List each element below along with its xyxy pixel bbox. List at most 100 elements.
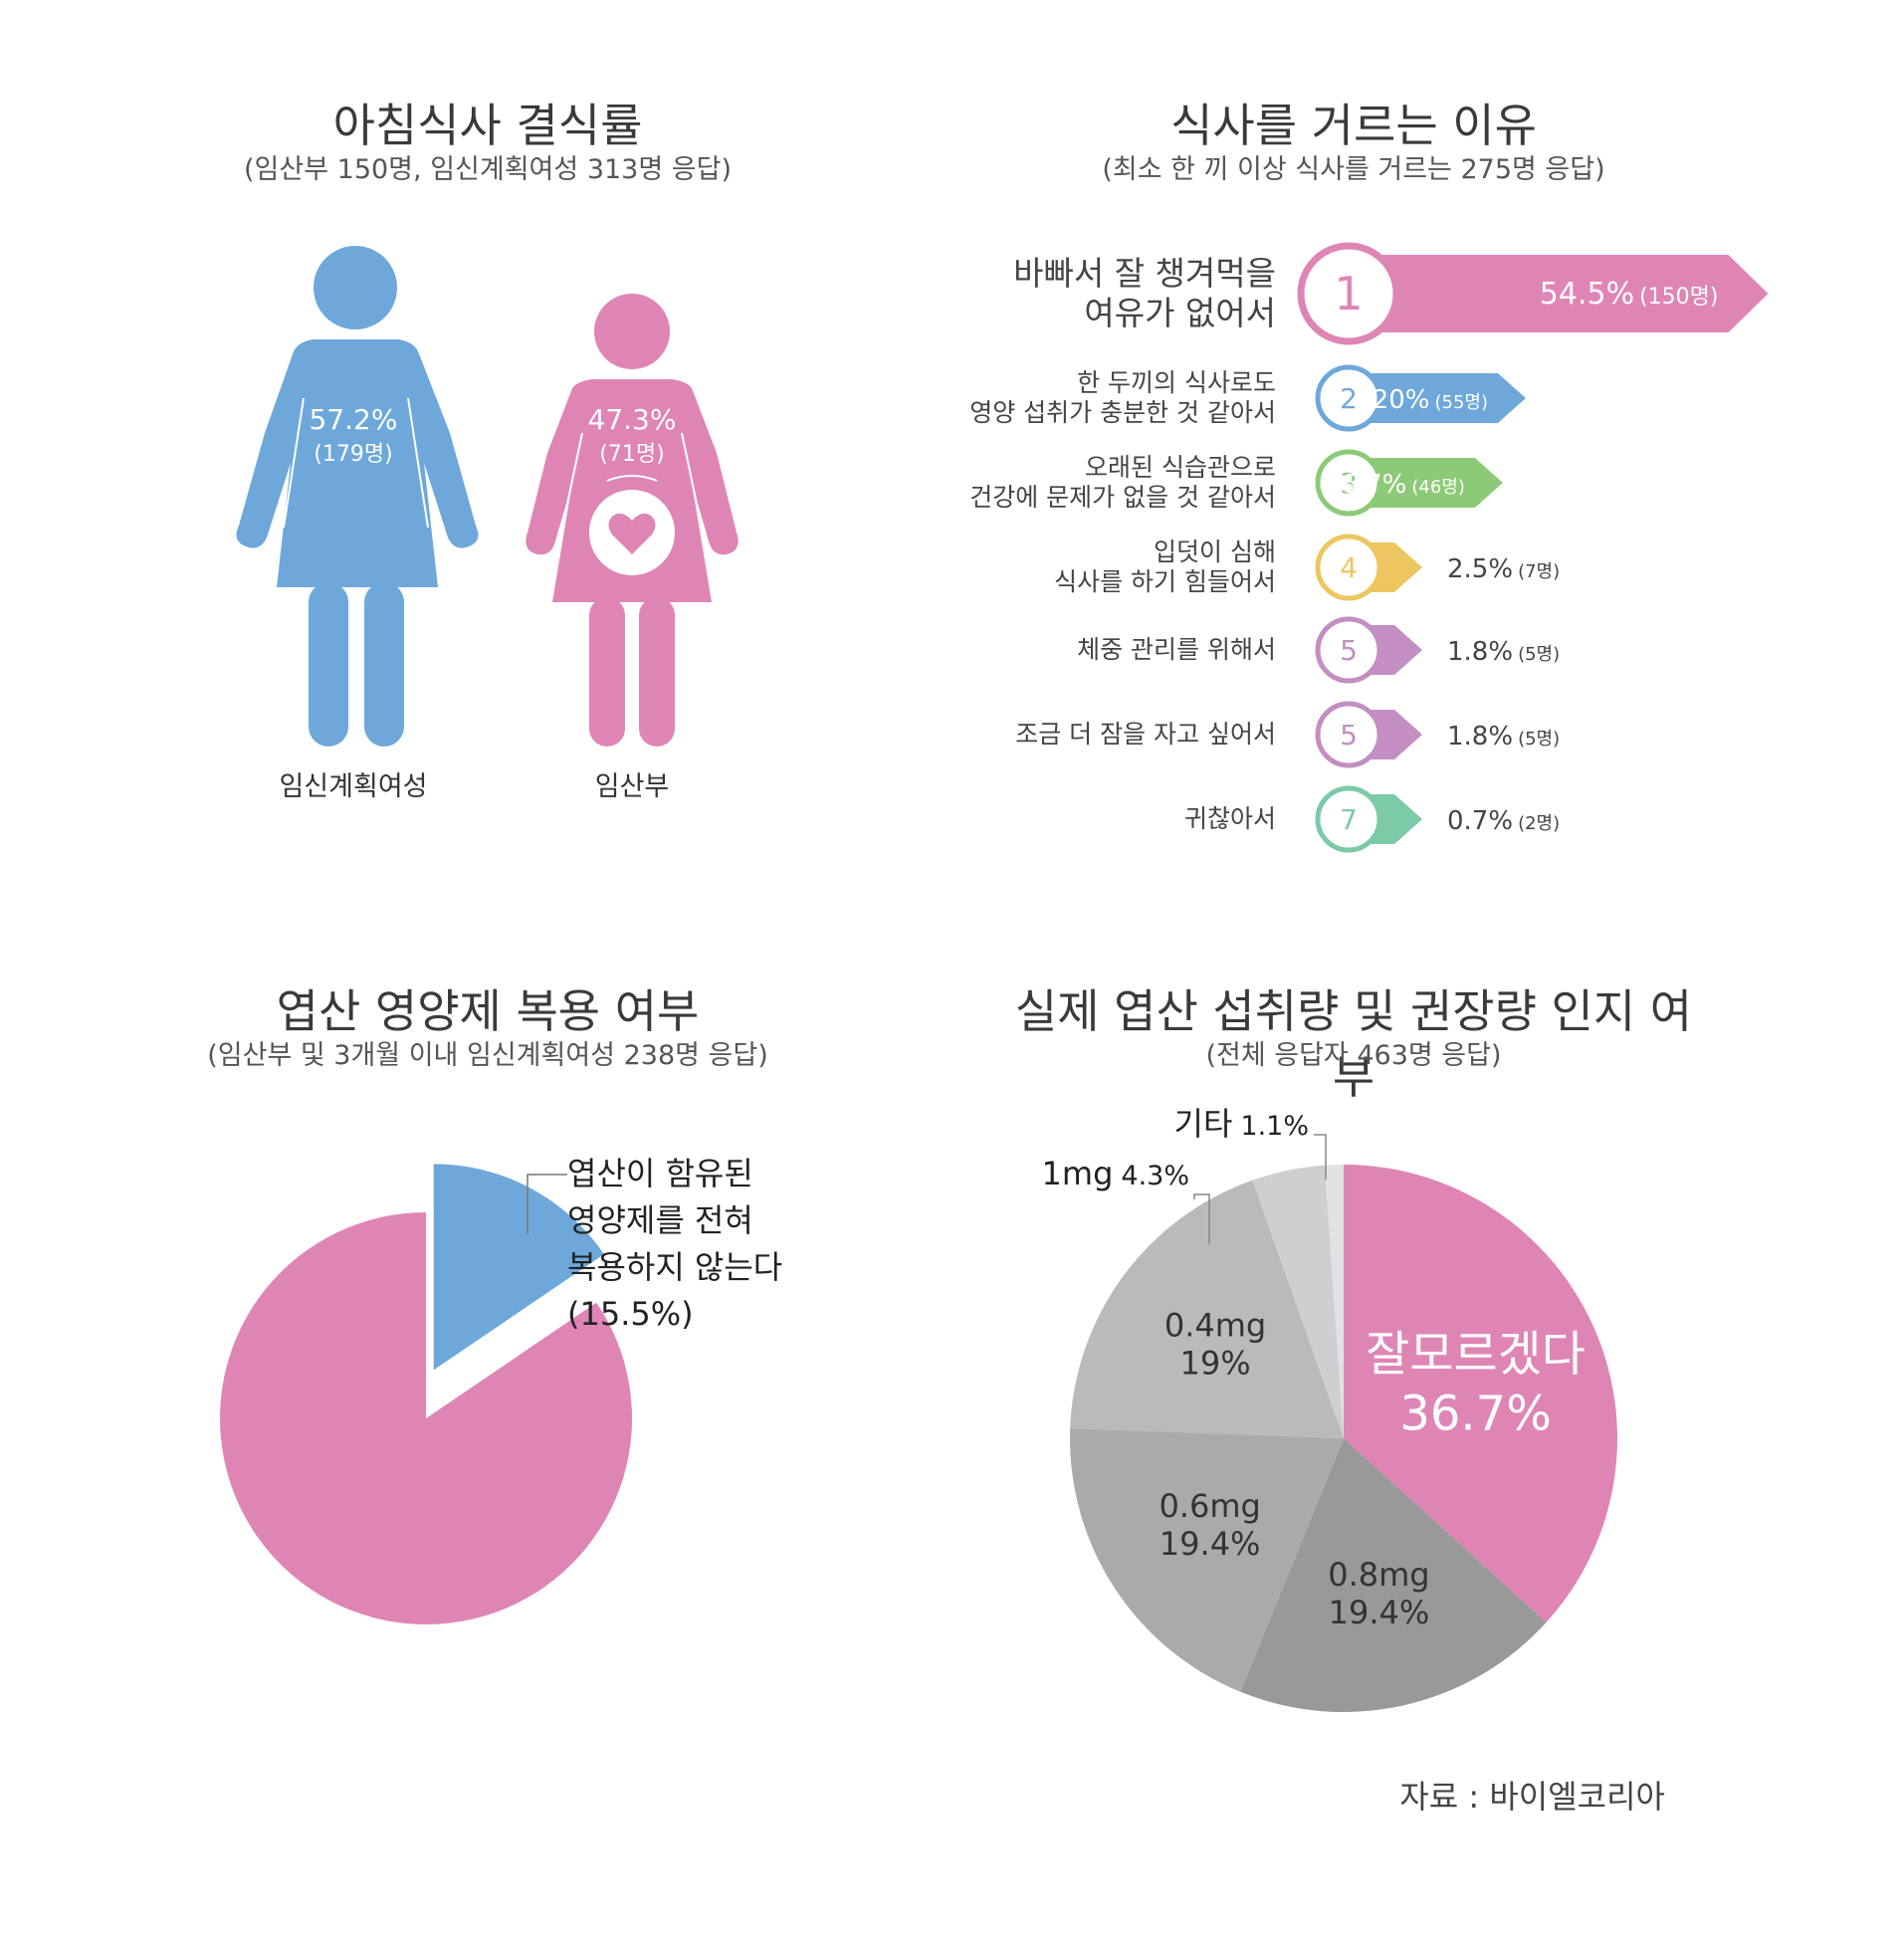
reason-pct-1: 54.5% — [1540, 277, 1634, 312]
reason-count-2: (55명) — [1434, 392, 1488, 413]
intake-label-name: 0.6mg — [1159, 1487, 1260, 1525]
reason-label-line: 여유가 없어서 — [1084, 294, 1276, 332]
rank-badge-1 — [1297, 242, 1400, 345]
reason-label-line: 입덧이 심해 — [1154, 538, 1276, 566]
woman-count: (179명) — [314, 442, 393, 467]
reason-bar-1 — [1349, 255, 1769, 332]
reasons-subtitle: (최소 한 끼 이상 식사를 거르는 275명 응답) — [1102, 154, 1605, 185]
intake-callout-6: 기타 1.1% — [1174, 1105, 1310, 1143]
reason-label-line: 바빠서 잘 챙겨먹을 — [1013, 254, 1276, 293]
intake-label-3: 0.6mg 19.4% — [1159, 1487, 1260, 1563]
pregnant-label: 임산부 — [594, 771, 670, 802]
woman-value: 57.2% (179명) — [254, 403, 453, 468]
rank-number-6: 5 — [1340, 719, 1358, 752]
reason-label-6: 조금 더 잠을 자고 싶어서 — [1015, 720, 1276, 750]
pregnant-woman-icon — [526, 294, 739, 747]
reason-label-line: 건강에 문제가 없을 것 같아서 — [969, 483, 1276, 512]
reason-label-line: 체중 관리를 위해서 — [1077, 635, 1276, 664]
intake-label-name: 0.4mg — [1164, 1306, 1266, 1344]
reason-value-3: 16.7% (46명) — [1325, 470, 1465, 500]
intake-callout-5: 1mg 4.3% — [1045, 1155, 1189, 1192]
source-note: 자료 : 바이엘코리아 — [1399, 1778, 1665, 1816]
callout-line — [527, 1174, 567, 1234]
rank-badge-6 — [1315, 701, 1382, 768]
intake-subtitle: (전체 응답자 463명 응답) — [1205, 1040, 1502, 1071]
woman-icon — [236, 246, 479, 747]
reason-label-line: 영양 섭취가 충분한 것 같아서 — [969, 398, 1276, 427]
supplement-slice-2 — [220, 1212, 632, 1624]
reason-pct-5: 1.8% — [1447, 637, 1513, 667]
reason-pct-3: 16.7% — [1325, 470, 1407, 500]
reason-pct-6: 1.8% — [1447, 722, 1513, 752]
reason-value-5: 1.8% (5명) — [1447, 637, 1560, 667]
intake-label-2: 0.8mg 19.4% — [1328, 1556, 1429, 1631]
reason-bars-chart: 1 54.5% (150명) 2 20% (55명) 316.7% (46명) 4 2.5% (7명… — [1297, 242, 1769, 853]
reason-label-2: 한 두끼의 식사로도 영양 섭취가 충분한 것 같아서 — [969, 368, 1276, 428]
reason-label-line: 식사를 하기 힘들어서 — [1054, 567, 1276, 596]
reason-label-3: 오래된 식습관으로 건강에 문제가 없을 것 같아서 — [969, 453, 1276, 513]
rank-badge-2 — [1315, 364, 1382, 432]
woman-label: 임신계획여성 — [279, 771, 428, 802]
intake-slice-3 — [1070, 1428, 1344, 1692]
intake-label-name: 0.8mg — [1328, 1556, 1429, 1594]
rank-number-5: 5 — [1340, 634, 1358, 667]
intake-slice-6 — [1324, 1165, 1344, 1438]
woman-pct: 57.2% — [309, 403, 398, 436]
reason-count-6: (5명) — [1518, 729, 1560, 750]
rank-number-7: 7 — [1340, 803, 1358, 836]
reason-count-1: (150명) — [1639, 285, 1718, 310]
pregnant-count: (71명) — [599, 442, 665, 467]
skip-subtitle: (임산부 150명, 임신계획여성 313명 응답) — [244, 154, 732, 185]
intake-slice-4 — [1070, 1180, 1344, 1438]
intake-callout-pct: 4.3% — [1121, 1161, 1189, 1191]
reason-count-7: (2명) — [1518, 813, 1560, 834]
rank-badge-7 — [1315, 785, 1382, 853]
supplement-title: 엽산 영양제 복용 여부 — [276, 984, 700, 1038]
intake-callout-name: 기타 — [1174, 1105, 1233, 1143]
callout-line-text: 영양제를 전혀 — [567, 1201, 753, 1239]
reason-bar-3 — [1349, 458, 1503, 508]
callout-line-text: (15.5%) — [567, 1295, 694, 1333]
skip-title: 아침식사 결식률 — [332, 99, 643, 152]
reason-bar-2 — [1349, 373, 1526, 423]
rank-number-3: 3 — [1340, 467, 1358, 500]
intake-label-name: 잘모르겠다 — [1366, 1326, 1586, 1382]
intake-label-pct: 36.7% — [1399, 1386, 1551, 1441]
intake-callout-name: 1mg — [1045, 1155, 1113, 1192]
callout-line-text: 복용하지 않는다 — [567, 1248, 782, 1286]
rank-badge-4 — [1315, 534, 1382, 601]
reason-pct-2: 20% — [1373, 385, 1430, 415]
rank-number-4: 4 — [1340, 551, 1358, 584]
intake-callout-pct: 1.1% — [1240, 1111, 1309, 1142]
intake-label-1: 잘모르겠다 36.7% — [1366, 1326, 1586, 1441]
intake-callout-line-6 — [1314, 1134, 1327, 1180]
reason-pct-4: 2.5% — [1447, 554, 1513, 584]
reason-label-1: 바빠서 잘 챙겨먹을 여유가 없어서 — [1013, 254, 1276, 333]
pregnant-value: 47.3% (71명) — [532, 403, 732, 468]
intake-pie-chart: 잘모르겠다 36.7%0.8mg 19.4%0.6mg 19.4%0.4mg 19%1m… — [1045, 1105, 1617, 1712]
reason-label-line: 귀찮아서 — [1183, 804, 1276, 833]
reason-label-5: 체중 관리를 위해서 — [1077, 635, 1276, 665]
callout-line-text: 엽산이 함유된 — [567, 1155, 753, 1192]
reason-label-line: 한 두끼의 식사로도 — [1077, 368, 1276, 397]
rank-number-1: 1 — [1334, 267, 1363, 321]
reason-label-4: 입덧이 심해 식사를 하기 힘들어서 — [1054, 538, 1276, 597]
reason-count-3: (46명) — [1411, 477, 1465, 498]
rank-badge-5 — [1315, 616, 1382, 684]
intake-slice-1 — [1344, 1165, 1617, 1622]
intake-label-pct: 19.4% — [1329, 1594, 1430, 1631]
supplement-subtitle: (임산부 및 3개월 이내 임신계획여성 238명 응답) — [207, 1040, 768, 1071]
reason-count-5: (5명) — [1518, 644, 1560, 665]
reason-label-line: 조금 더 잠을 자고 싶어서 — [1015, 720, 1276, 749]
intake-label-4: 0.4mg 19% — [1164, 1306, 1266, 1382]
reasons-title: 식사를 거르는 이유 — [1170, 99, 1537, 152]
supplement-slice-1 — [433, 1164, 604, 1371]
rank-number-2: 2 — [1340, 382, 1358, 415]
reason-pct-7: 0.7% — [1447, 806, 1513, 836]
pregnant-pct: 47.3% — [587, 403, 677, 436]
intake-label-pct: 19.4% — [1160, 1525, 1261, 1563]
intake-label-pct: 19% — [1179, 1344, 1250, 1382]
rank-badge-3 — [1315, 449, 1382, 517]
